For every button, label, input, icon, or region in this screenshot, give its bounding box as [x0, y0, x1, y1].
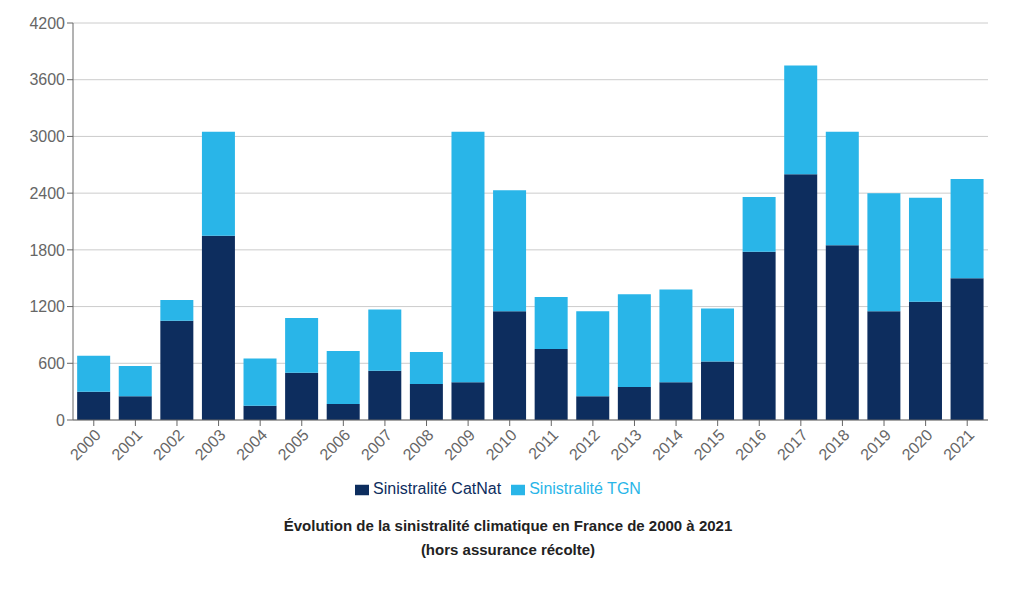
svg-text:0: 0: [56, 412, 65, 429]
svg-text:600: 600: [38, 355, 65, 372]
svg-text:2008: 2008: [399, 426, 436, 463]
svg-text:2009: 2009: [441, 426, 478, 463]
svg-text:3600: 3600: [29, 71, 65, 88]
svg-text:2015: 2015: [691, 426, 728, 463]
html-text:Évolution de la sinistralité c: Évolution de la sinistralité climatique …: [283, 517, 733, 534]
svg-text:2021: 2021: [940, 426, 977, 463]
svg-text:2004: 2004: [233, 426, 270, 463]
svg-text:2005: 2005: [275, 426, 312, 463]
svg-text:2013: 2013: [607, 426, 644, 463]
svg-text:2010: 2010: [483, 426, 520, 463]
svg-text:2012: 2012: [566, 426, 603, 463]
svg-text:2006: 2006: [316, 426, 353, 463]
svg-text:2002: 2002: [150, 426, 187, 463]
html-text:Sinistralité TGN: Sinistralité TGN: [529, 480, 641, 497]
svg-text:2001: 2001: [108, 426, 145, 463]
html-text:Sinistralité CatNat: Sinistralité CatNat: [373, 480, 502, 497]
svg-text:2014: 2014: [649, 426, 686, 463]
svg-text:2019: 2019: [857, 426, 894, 463]
svg-text:2016: 2016: [732, 426, 769, 463]
html-text:(hors assurance récolte): (hors assurance récolte): [420, 541, 596, 558]
svg-text:1200: 1200: [29, 298, 65, 315]
svg-text:2000: 2000: [67, 426, 104, 463]
svg-text:2017: 2017: [774, 426, 811, 463]
svg-text:2020: 2020: [899, 426, 936, 463]
svg-text:4200: 4200: [29, 15, 65, 32]
svg-text:2018: 2018: [815, 426, 852, 463]
svg-text:2011: 2011: [525, 426, 561, 462]
svg-text:3000: 3000: [29, 128, 65, 145]
svg-text:2007: 2007: [358, 426, 395, 463]
svg-text:2400: 2400: [29, 185, 65, 202]
svg-text:2003: 2003: [192, 426, 229, 463]
svg-text:1800: 1800: [29, 242, 65, 259]
